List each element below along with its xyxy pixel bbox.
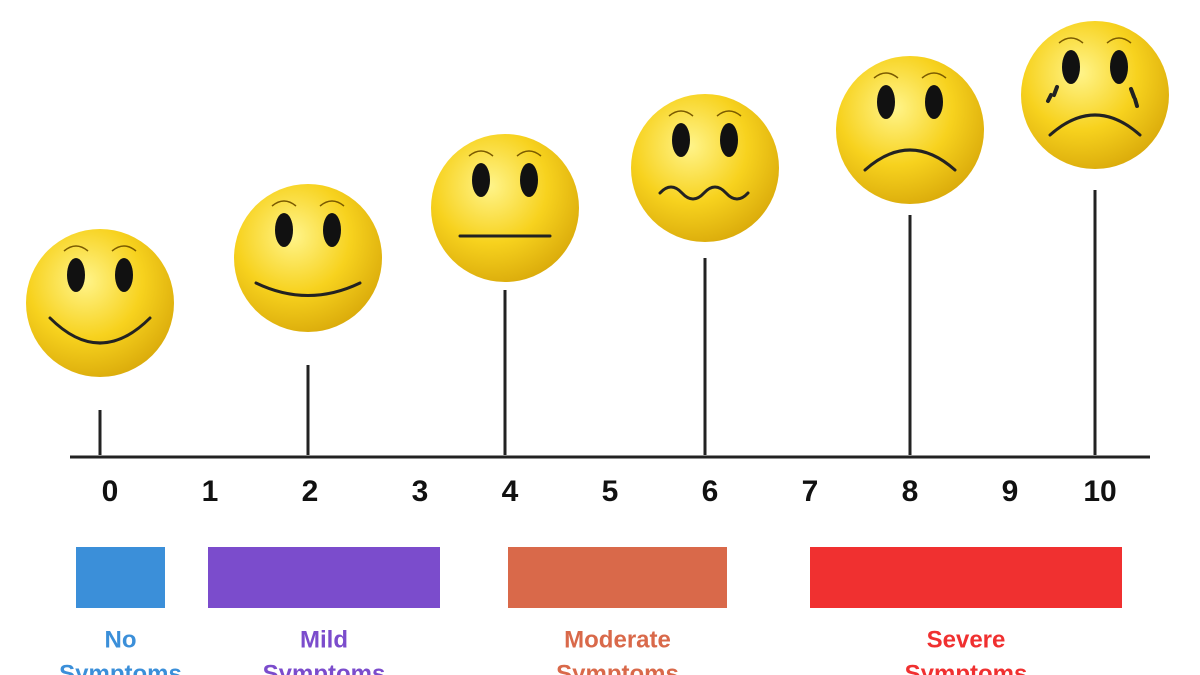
tick-label: 1 bbox=[202, 475, 219, 508]
brow bbox=[668, 110, 742, 117]
face bbox=[431, 134, 579, 282]
range-label: Severe bbox=[927, 626, 1006, 653]
mouth bbox=[48, 316, 152, 345]
tick-label: 3 bbox=[412, 475, 429, 508]
face bbox=[1021, 21, 1169, 169]
tick-label: 8 bbox=[902, 475, 919, 508]
tick-label: 5 bbox=[602, 475, 619, 508]
face bbox=[631, 94, 779, 242]
eye bbox=[115, 258, 133, 292]
range-bar bbox=[208, 547, 440, 608]
eye bbox=[720, 123, 738, 157]
mouth bbox=[1048, 113, 1142, 137]
range-label: Symptoms bbox=[556, 660, 679, 675]
range-bar bbox=[76, 547, 165, 608]
face bbox=[26, 229, 174, 377]
face-ball bbox=[1021, 21, 1169, 169]
eye bbox=[275, 213, 293, 247]
face bbox=[836, 56, 984, 204]
range-label: Moderate bbox=[564, 626, 671, 653]
mouth bbox=[254, 281, 362, 297]
range-bar bbox=[508, 547, 727, 608]
face-ball bbox=[836, 56, 984, 204]
brow bbox=[873, 72, 947, 79]
tick-label: 6 bbox=[702, 475, 719, 508]
face-ball bbox=[431, 134, 579, 282]
mouth bbox=[863, 148, 957, 172]
range-label: Mild bbox=[300, 626, 348, 653]
eye bbox=[672, 123, 690, 157]
range-label: Symptoms bbox=[905, 660, 1028, 675]
eye bbox=[472, 163, 490, 197]
range-label: Symptoms bbox=[263, 660, 386, 675]
eye bbox=[67, 258, 85, 292]
face bbox=[234, 184, 382, 332]
eye bbox=[323, 213, 341, 247]
eye bbox=[877, 85, 895, 119]
tick-label: 9 bbox=[1002, 475, 1019, 508]
face-ball bbox=[26, 229, 174, 377]
tick-label: 10 bbox=[1083, 475, 1116, 508]
tick-label: 2 bbox=[302, 475, 319, 508]
brow bbox=[1058, 37, 1132, 44]
range-label: Symptoms bbox=[59, 660, 182, 675]
brow bbox=[468, 150, 542, 157]
face-ball bbox=[631, 94, 779, 242]
eye bbox=[520, 163, 538, 197]
range-label: No bbox=[105, 626, 137, 653]
eye bbox=[1110, 50, 1128, 84]
mouth bbox=[658, 185, 750, 201]
range-bar bbox=[810, 547, 1122, 608]
brow bbox=[63, 245, 137, 252]
eye bbox=[925, 85, 943, 119]
tick-label: 4 bbox=[502, 475, 519, 508]
tears bbox=[1046, 85, 1139, 108]
face-ball bbox=[234, 184, 382, 332]
tick-label: 0 bbox=[102, 475, 119, 508]
tick-label: 7 bbox=[802, 475, 819, 508]
brow bbox=[271, 200, 345, 207]
eye bbox=[1062, 50, 1080, 84]
